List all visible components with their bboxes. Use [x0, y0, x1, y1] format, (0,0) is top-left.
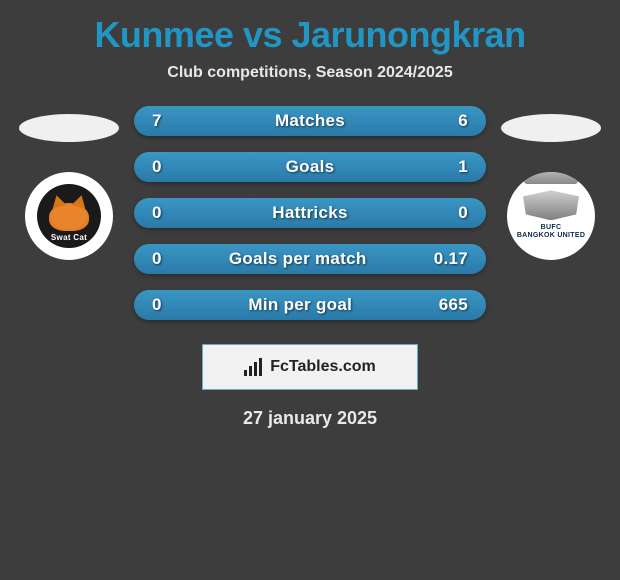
- stat-right-value: 0.17: [434, 249, 468, 269]
- stat-left-value: 0: [152, 295, 162, 315]
- right-player-avatar-placeholder: [501, 114, 601, 142]
- right-club-name-line1: BUFC: [541, 224, 562, 232]
- right-club-logo: BUFC BANGKOK UNITED: [507, 172, 595, 260]
- stat-right-value: 665: [439, 295, 468, 315]
- stat-left-value: 7: [152, 111, 162, 131]
- page-title: Kunmee vs Jarunongkran: [0, 0, 620, 64]
- stat-left-value: 0: [152, 249, 162, 269]
- stat-label: Min per goal: [248, 295, 352, 315]
- date-text: 27 january 2025: [0, 408, 620, 429]
- shield-icon: [523, 190, 579, 220]
- swatcat-logo-inner: Swat Cat: [37, 184, 101, 248]
- page-subtitle: Club competitions, Season 2024/2025: [0, 64, 620, 106]
- left-club-logo: Swat Cat: [25, 172, 113, 260]
- stats-column: 7 Matches 6 0 Goals 1 0 Hattricks 0 0 Go…: [134, 106, 486, 320]
- stat-row-goals: 0 Goals 1: [134, 152, 486, 182]
- right-club-name-line2: BANGKOK UNITED: [517, 232, 585, 240]
- left-player-column: Swat Cat: [14, 106, 124, 260]
- stat-label: Matches: [275, 111, 345, 131]
- stat-left-value: 0: [152, 157, 162, 177]
- comparison-row: Swat Cat 7 Matches 6 0 Goals 1 0 Hattric…: [0, 106, 620, 320]
- cat-icon: [49, 203, 89, 231]
- stat-right-value: 6: [458, 111, 468, 131]
- stat-label: Hattricks: [272, 203, 347, 223]
- stat-row-hattricks: 0 Hattricks 0: [134, 198, 486, 228]
- stat-left-value: 0: [152, 203, 162, 223]
- wings-icon: [516, 172, 586, 184]
- right-player-column: BUFC BANGKOK UNITED: [496, 106, 606, 260]
- stat-label: Goals: [286, 157, 335, 177]
- left-player-avatar-placeholder: [19, 114, 119, 142]
- footer-brand-text: FcTables.com: [270, 358, 376, 376]
- left-club-name: Swat Cat: [51, 233, 87, 242]
- footer-brand-box[interactable]: FcTables.com: [202, 344, 418, 390]
- stat-row-goals-per-match: 0 Goals per match 0.17: [134, 244, 486, 274]
- stat-label: Goals per match: [229, 249, 367, 269]
- stat-right-value: 0: [458, 203, 468, 223]
- stat-right-value: 1: [458, 157, 468, 177]
- stat-row-min-per-goal: 0 Min per goal 665: [134, 290, 486, 320]
- stat-row-matches: 7 Matches 6: [134, 106, 486, 136]
- bar-chart-icon: [244, 358, 264, 376]
